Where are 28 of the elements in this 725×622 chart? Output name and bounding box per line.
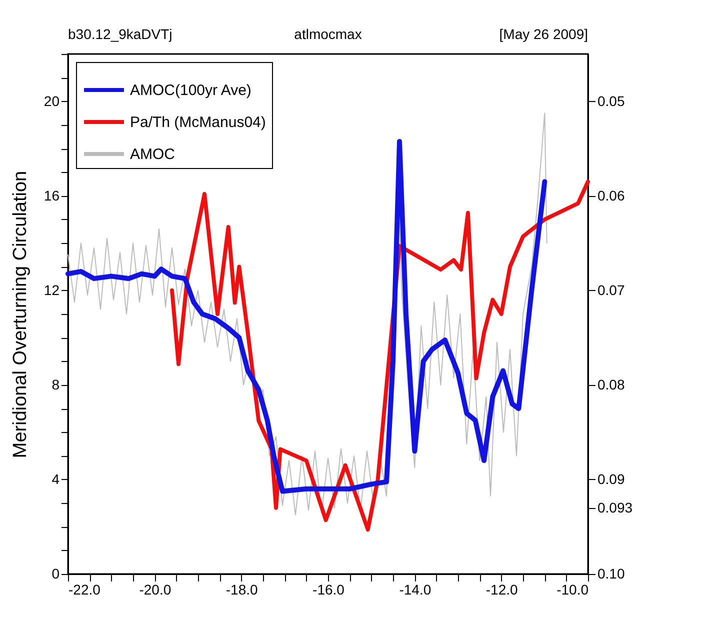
y-axis-title: Meridional Overturning Circulation [10, 170, 31, 458]
y-tick-label: 4 [52, 470, 60, 487]
legend-label: AMOC(100yr Ave) [130, 82, 252, 99]
y2-tick-label: 0.07 [598, 282, 625, 298]
y-tick-label: 8 [52, 376, 60, 392]
y2-tick-label: 0.08 [598, 376, 625, 392]
y2-tick-label: 0.09 [598, 470, 625, 487]
y2-tick-label: 0.10 [598, 566, 625, 582]
y-tick-label: 0 [52, 566, 60, 582]
text: b30.12_9kaDVTj [68, 26, 172, 42]
y-tick-label: 12 [44, 282, 60, 298]
line-series [170, 180, 590, 532]
x-tick-label: -12.0 [486, 582, 518, 598]
legend-label: Pa/Th (McManus04) [130, 114, 266, 131]
x-tick-label: -16.0 [312, 582, 345, 598]
legend-label: AMOC [130, 146, 176, 163]
text: atlmocmax [294, 26, 362, 42]
x-tick-label: -20.0 [139, 582, 172, 598]
x-tick-label: -22.0 [68, 582, 101, 598]
y-tick-label: 16 [44, 187, 60, 204]
y2-tick-label: 0.093 [598, 499, 633, 516]
x-tick-label: -18.0 [226, 582, 258, 598]
y2-tick-label: 0.06 [598, 187, 625, 204]
y2-tick-label: 0.05 [598, 92, 625, 109]
text: [May 26 2009] [499, 26, 588, 42]
x-tick-label: -14.0 [399, 582, 432, 598]
x-tick-label: -10.0 [556, 582, 589, 598]
y-tick-label: 20 [44, 92, 60, 109]
